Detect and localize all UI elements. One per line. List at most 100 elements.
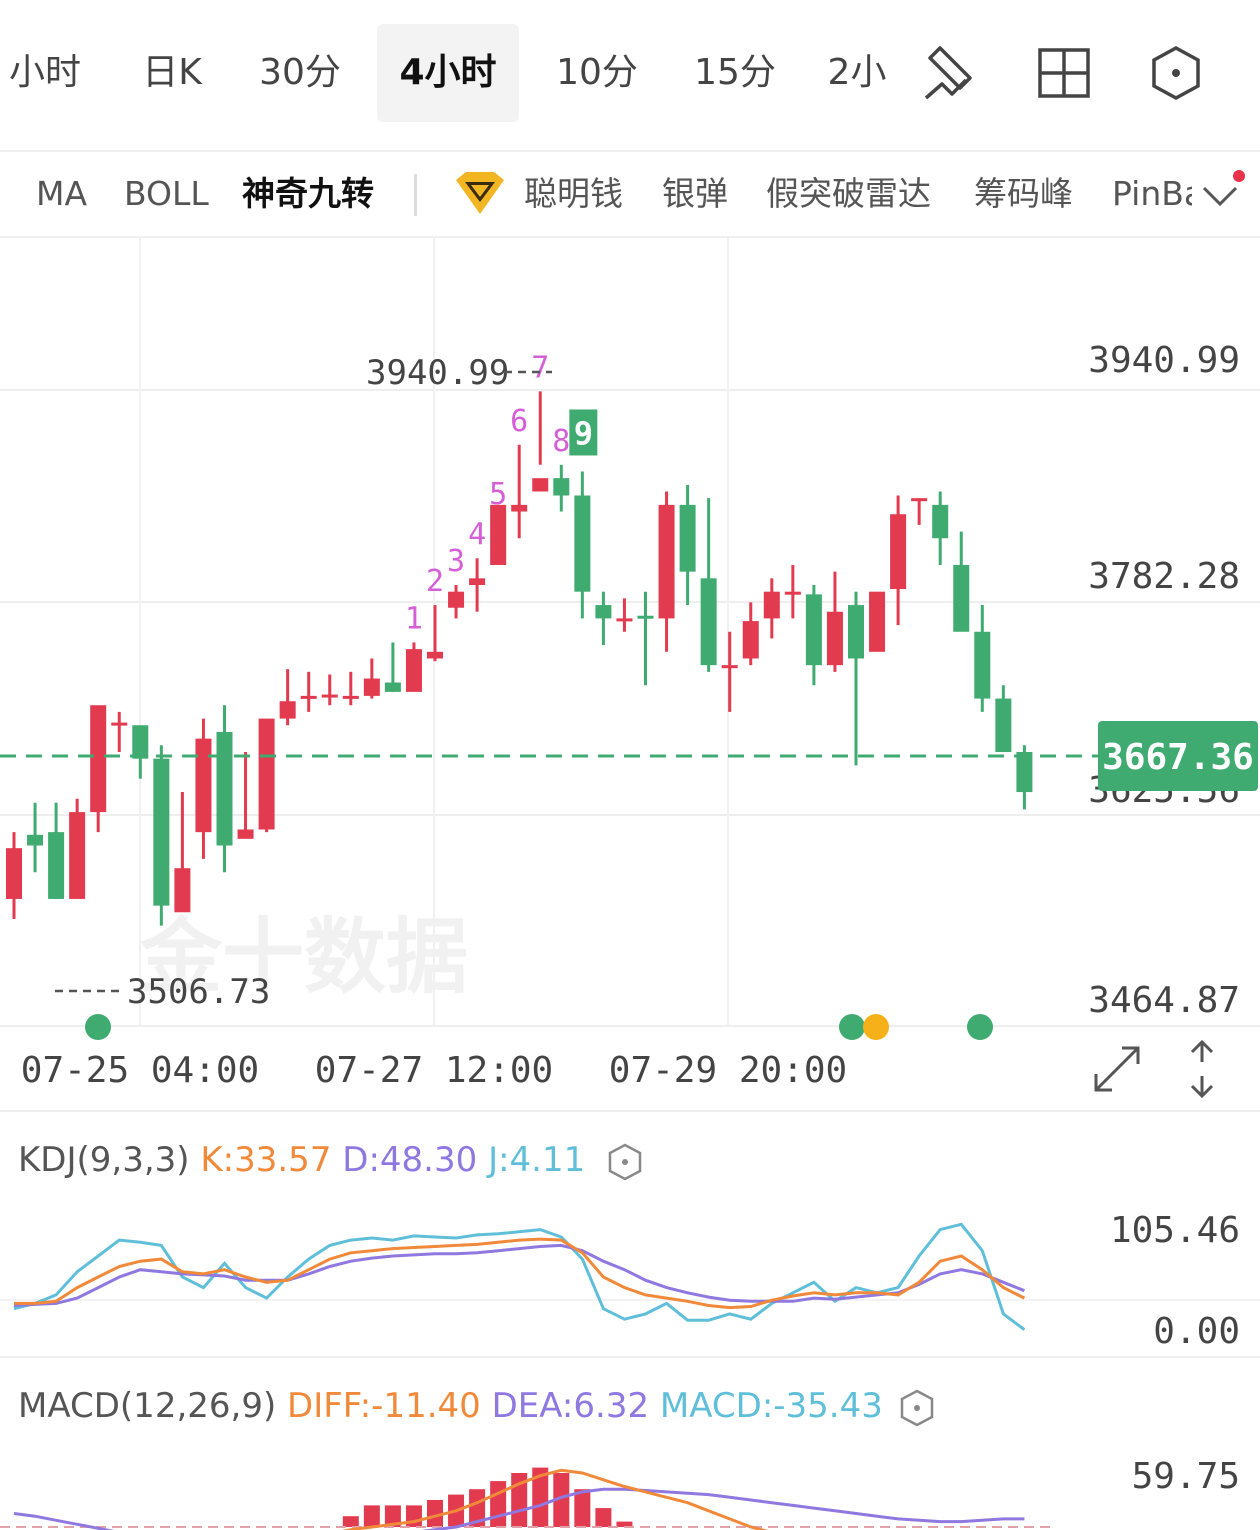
candle	[721, 631, 738, 712]
signal-dot[interactable]	[85, 1014, 111, 1040]
tab-10m[interactable]: 10分	[556, 52, 638, 93]
candle	[553, 464, 570, 512]
kdj-d-value: D:48.30	[342, 1140, 478, 1180]
indicator-bar: MA BOLL 神奇九转 聪明钱 银弹 假突破雷达 筹码峰 PinBa	[0, 152, 1260, 238]
tab-15m[interactable]: 15分	[694, 52, 776, 93]
candle	[216, 705, 233, 873]
candle	[911, 498, 928, 525]
candle	[27, 802, 44, 873]
candle	[195, 718, 212, 859]
candle-body	[6, 848, 22, 899]
indicator-pinbar[interactable]: PinBa	[1112, 174, 1192, 213]
layout-grid-icon[interactable]	[1034, 40, 1094, 106]
candle-body	[721, 665, 738, 669]
timeframe-bar: 小时 日K 30分 4小时 10分 15分 2小	[0, 0, 1260, 152]
draw-tool-icon[interactable]	[920, 40, 980, 106]
candle-body	[237, 829, 254, 839]
candle-body	[763, 591, 780, 619]
candle-body	[300, 695, 317, 699]
td-count-label: 7	[531, 350, 549, 385]
candle-body	[911, 498, 928, 502]
candle	[532, 391, 549, 492]
kdj-chart[interactable]: 105.46 0.00	[0, 1195, 1260, 1355]
indicator-false-breakout[interactable]: 假突破雷达	[766, 174, 931, 213]
candle-body	[805, 594, 822, 666]
tab-4h[interactable]: 4小时	[377, 24, 519, 122]
candle-body	[932, 504, 949, 539]
macd-chart[interactable]: 59.75	[0, 1440, 1260, 1530]
candle	[258, 718, 275, 833]
signal-dot[interactable]	[967, 1014, 993, 1040]
high-label: 3940.99	[366, 353, 509, 393]
candle-body	[279, 701, 296, 719]
high-marker: 3940.99	[366, 353, 552, 393]
settings-hexagon-icon[interactable]	[1146, 40, 1206, 106]
signal-dot-warning[interactable]	[863, 1014, 889, 1040]
macd-histogram-bar	[553, 1473, 570, 1527]
tab-2h[interactable]: 2小	[827, 52, 887, 93]
macd-histogram-bar	[363, 1505, 380, 1527]
candle	[90, 705, 107, 833]
candle-body	[553, 478, 570, 496]
indicator-silver-bullet[interactable]: 银弹	[662, 174, 728, 213]
td-count-label: 8	[552, 424, 570, 459]
candle	[974, 605, 991, 712]
chevron-down-icon[interactable]	[1198, 168, 1248, 218]
macd-histogram-bar	[595, 1508, 612, 1527]
expand-icon[interactable]	[1094, 1046, 1140, 1092]
candle	[869, 591, 886, 652]
candle-body	[195, 738, 212, 833]
tab-30m[interactable]: 30分	[259, 52, 341, 93]
candle	[6, 832, 22, 919]
indicator-separator	[414, 174, 417, 216]
tab-1h[interactable]: 小时	[8, 52, 81, 93]
candle	[616, 598, 633, 632]
kdj-name: KDJ(9,3,3)	[18, 1140, 190, 1180]
indicator-ma[interactable]: MA	[36, 174, 88, 213]
panel-divider	[0, 1110, 1260, 1112]
candle	[932, 491, 949, 565]
candle-body	[490, 504, 507, 565]
macd-histogram-bar	[427, 1500, 443, 1527]
candle-body	[616, 618, 633, 622]
indicator-boll[interactable]: BOLL	[124, 174, 209, 213]
kdj-y-tick-label: 105.46	[1110, 1210, 1240, 1251]
indicator-smart-money[interactable]: 聪明钱	[524, 174, 623, 213]
kdj-j-line	[13, 1222, 1026, 1331]
candle-body	[405, 649, 422, 692]
indicator-td-nine[interactable]: 神奇九转	[242, 174, 374, 213]
candle	[237, 751, 254, 839]
candle-body	[995, 698, 1012, 752]
candle-body	[658, 504, 675, 619]
last-price-tag: 3667.36	[1098, 721, 1258, 791]
candle-body	[511, 504, 528, 512]
candle	[679, 484, 696, 606]
candle-body	[69, 812, 86, 899]
candle	[342, 671, 359, 706]
kdj-settings-icon[interactable]	[606, 1142, 644, 1182]
macd-histogram-bar	[532, 1467, 549, 1527]
candle	[448, 585, 465, 619]
candle	[405, 642, 422, 692]
vertical-scale-icon[interactable]	[1190, 1039, 1214, 1099]
y-tick-label: 3464.87	[1088, 980, 1240, 1021]
candle	[637, 591, 654, 686]
tab-daily[interactable]: 日K	[142, 52, 202, 93]
macd-macd-value: MACD:-35.43	[659, 1386, 883, 1426]
indicator-chip-peak[interactable]: 筹码峰	[974, 174, 1073, 213]
macd-settings-icon[interactable]	[898, 1388, 936, 1428]
x-tick-label: 07-25 04:00	[21, 1050, 259, 1091]
kdj-legend: KDJ(9,3,3) K:33.57 D:48.30 J:4.11	[18, 1140, 585, 1180]
candle	[427, 605, 443, 662]
signal-dot[interactable]	[839, 1014, 865, 1040]
candle-body	[448, 591, 465, 608]
candle	[658, 491, 675, 652]
kdj-d-line	[13, 1243, 1025, 1307]
candle-body	[574, 495, 591, 592]
macd-dea-line	[13, 1487, 1025, 1530]
candle-body	[869, 591, 886, 652]
candle-body	[953, 564, 970, 632]
candle-body	[216, 731, 233, 846]
x-tick-label: 07-27 12:00	[315, 1050, 553, 1091]
